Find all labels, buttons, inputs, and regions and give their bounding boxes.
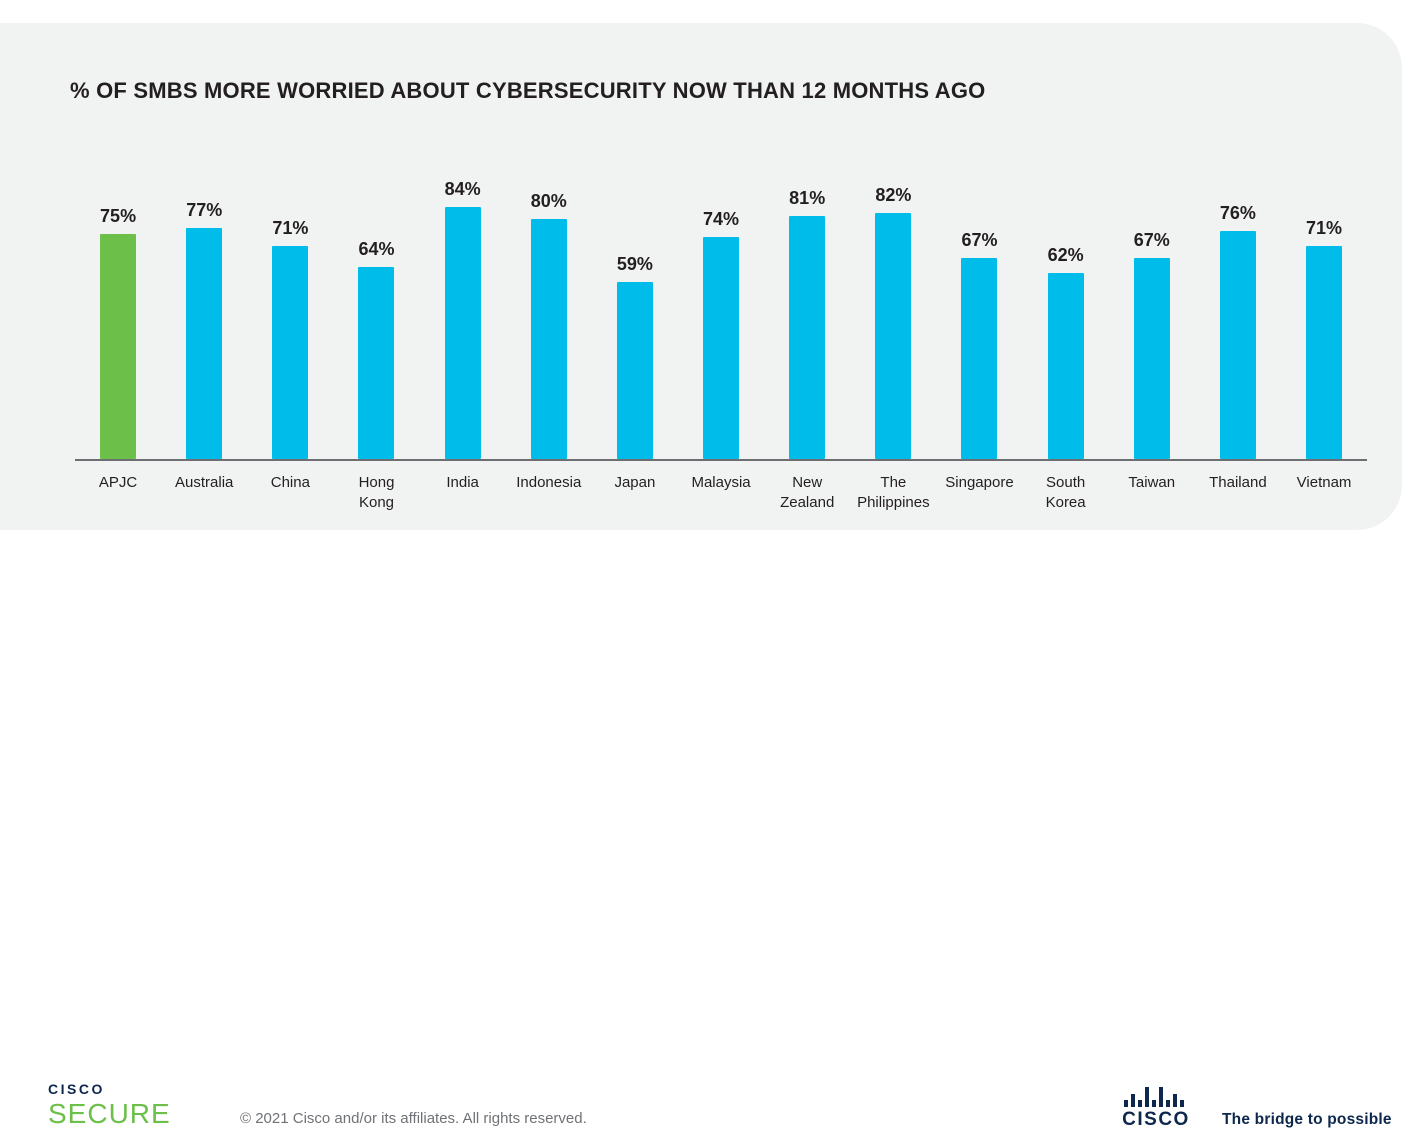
cisco-signal-bars-icon (1106, 1087, 1206, 1107)
bars-row: 75% 77% 71% 64% 84% 80% 59% 74% 81% 82% 67% 62% 67% 7… (75, 159, 1367, 459)
bar-column: 62% (1023, 245, 1109, 459)
bar-value-label: 75% (100, 206, 137, 226)
bar-value-label: 67% (961, 230, 998, 250)
bar (272, 246, 309, 459)
bar (961, 258, 998, 459)
cisco-secure-logo-cisco-text: CISCO (48, 1081, 105, 1097)
bar-column: 74% (678, 209, 764, 459)
category-label: Japan (614, 474, 656, 491)
category-label: Indonesia (516, 474, 582, 491)
copyright-text: © 2021 Cisco and/or its affiliates. All … (240, 1110, 587, 1127)
bar-value-label: 81% (789, 188, 826, 208)
category-label: Malaysia (691, 474, 751, 491)
category-label: South Korea (1045, 474, 1086, 511)
bar-value-label: 62% (1047, 245, 1084, 265)
bar-value-label: 71% (272, 218, 309, 238)
cisco-logo: CISCO (1106, 1087, 1206, 1131)
footer: CISCO SECURE © 2021 Cisco and/or its aff… (0, 530, 1427, 1130)
bar-column: 64% (333, 239, 419, 459)
bar-value-label: 67% (1133, 230, 1170, 250)
bar (1047, 273, 1084, 459)
category-label: APJC (98, 474, 138, 491)
bar (100, 234, 137, 459)
bar (1133, 258, 1170, 459)
cisco-tagline: The bridge to possible (1222, 1111, 1392, 1128)
chart-card: % OF SMBS MORE WORRIED ABOUT CYBERSECURI… (0, 23, 1402, 530)
bar (1306, 246, 1343, 459)
category-label: China (270, 474, 310, 491)
bar-value-label: 74% (703, 209, 740, 229)
bar-column: 67% (936, 230, 1022, 459)
category-label: Singapore (945, 474, 1014, 491)
bar (186, 228, 223, 459)
bar (616, 282, 653, 459)
bar-value-label: 71% (1306, 218, 1343, 238)
bar-value-label: 64% (358, 239, 395, 259)
bar (789, 216, 826, 459)
category-label: Hong Kong (358, 474, 395, 511)
category-label: Thailand (1209, 474, 1267, 491)
bar-value-label: 76% (1219, 203, 1256, 223)
bar (358, 267, 395, 459)
bar-column: 80% (506, 191, 592, 459)
bar-column: 71% (247, 218, 333, 459)
category-label: Australia (175, 474, 234, 491)
bar-value-label: 82% (875, 185, 912, 205)
bar (875, 213, 912, 459)
bar-column: 71% (1281, 218, 1367, 459)
x-axis-line (75, 459, 1367, 461)
category-label: The Philippines (857, 474, 930, 511)
category-label: New Zealand (780, 474, 835, 511)
bar (1219, 231, 1256, 459)
bar-value-label: 84% (444, 179, 481, 199)
bar-column: 75% (75, 206, 161, 459)
bar-column: 84% (420, 179, 506, 459)
category-label: Taiwan (1128, 474, 1176, 491)
bar (444, 207, 481, 459)
bar-column: 67% (1109, 230, 1195, 459)
bar-value-label: 77% (186, 200, 223, 220)
bar (703, 237, 740, 459)
chart-title: % OF SMBS MORE WORRIED ABOUT CYBERSECURI… (70, 78, 986, 103)
cisco-logo-text: CISCO (1122, 1109, 1190, 1130)
bar-column: 59% (592, 254, 678, 459)
bar-column: 82% (850, 185, 936, 459)
category-label: India (446, 474, 479, 491)
bar-value-label: 59% (616, 254, 653, 274)
category-label: Vietnam (1296, 474, 1352, 491)
cisco-secure-logo: CISCO SECURE (48, 1081, 171, 1130)
bar-column: 76% (1195, 203, 1281, 459)
category-row: APJC Australia China Hong Kong India Indonesi… (75, 473, 1367, 513)
bar (530, 219, 567, 459)
bar-column: 77% (161, 200, 247, 459)
bar-column: 81% (764, 188, 850, 459)
bar-value-label: 80% (530, 191, 567, 211)
cisco-secure-logo-secure-text: SECURE (48, 1098, 171, 1129)
